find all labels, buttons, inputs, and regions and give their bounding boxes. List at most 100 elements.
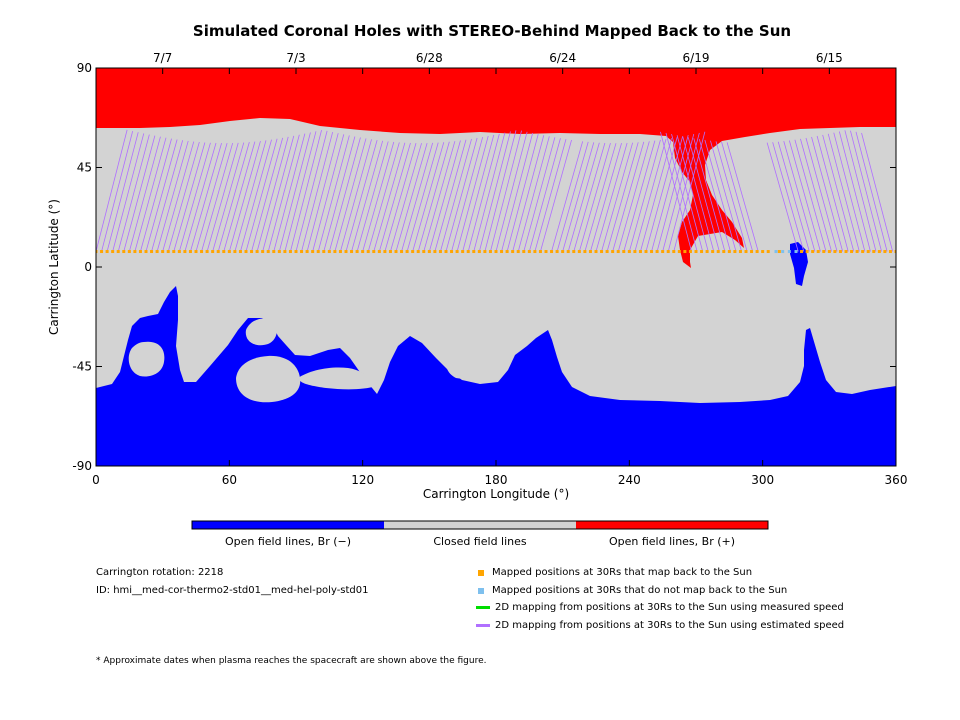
unmapped-point [781, 250, 785, 254]
mapped-point [255, 250, 259, 254]
mapped-point [261, 250, 265, 254]
mapped-point [327, 250, 331, 254]
fieldline [362, 141, 395, 252]
fieldline [134, 137, 167, 252]
fieldline [640, 138, 672, 252]
plot-area [96, 68, 896, 466]
mapped-point [216, 250, 220, 254]
mapped-point [877, 250, 881, 254]
mapped-point [238, 250, 242, 254]
mapped-point [300, 250, 304, 254]
mapped-point [600, 250, 604, 254]
mapped-point [188, 250, 192, 254]
fieldline [540, 139, 572, 252]
fieldline [822, 134, 855, 252]
mapped-point [472, 250, 476, 254]
mapped-point [444, 250, 448, 254]
fieldline [428, 140, 461, 252]
mapped-point [716, 250, 720, 254]
fieldline [184, 142, 217, 252]
fieldline [290, 130, 322, 252]
fieldline [478, 131, 511, 252]
mapped-point [272, 250, 276, 254]
fieldline [584, 143, 617, 252]
mapped-point [661, 250, 665, 254]
fieldline [676, 135, 709, 252]
mapped-point [761, 250, 765, 254]
mapped-point [322, 250, 326, 254]
fieldline [234, 140, 267, 252]
mapped-point [627, 250, 631, 254]
blue-square-icon [478, 587, 484, 594]
mapped-point [116, 250, 120, 254]
fieldline [667, 132, 700, 252]
fieldline [245, 138, 278, 252]
mapped-point [500, 250, 504, 254]
fieldline [628, 139, 661, 252]
mapped-point [450, 250, 454, 254]
colorbar-label-open-negative: Open field lines, Br (−) [224, 535, 352, 548]
mapped-point [811, 250, 815, 254]
fieldline [556, 141, 589, 252]
fieldline [855, 131, 888, 252]
mapped-point [833, 250, 837, 254]
mapped-point [538, 250, 542, 254]
fieldline [567, 142, 600, 252]
fieldline [660, 131, 692, 252]
fieldline [671, 134, 704, 252]
mapped-point [711, 250, 715, 254]
fieldline [490, 130, 522, 252]
fieldline [223, 141, 256, 252]
mapped-point [127, 250, 131, 254]
fieldline [687, 137, 720, 252]
fieldline [328, 137, 361, 252]
fieldline [578, 143, 611, 252]
fieldline [451, 136, 484, 252]
fieldline [140, 138, 172, 252]
fieldline [766, 142, 799, 252]
mapped-point [388, 250, 392, 254]
mapped-point [777, 250, 781, 254]
fieldline [861, 132, 894, 252]
fieldline [573, 142, 606, 252]
fieldline [601, 142, 634, 252]
fieldline [334, 138, 367, 252]
mapped-point [227, 250, 231, 254]
fieldline [662, 133, 695, 252]
fieldline [162, 141, 195, 252]
mapped-point [850, 250, 854, 254]
fieldline [312, 134, 345, 252]
fieldline [351, 140, 384, 252]
fieldline [201, 142, 234, 252]
fieldline [506, 134, 539, 252]
mapped-point [672, 250, 676, 254]
y-tick-label: -45 [72, 360, 92, 374]
fieldline [523, 137, 556, 252]
x-tick-label: 180 [485, 473, 508, 487]
legend-item-measured-speed: 2D mapping from positions at 30Rs to the… [476, 602, 844, 613]
y-tick-label: 0 [84, 260, 92, 274]
fieldline [726, 142, 759, 252]
mapped-point [100, 250, 104, 254]
fieldline [794, 139, 827, 252]
mapped-point [733, 250, 737, 254]
fieldline [682, 136, 715, 252]
top-date-axis: 7/7 7/3 6/28 6/24 6/19 6/15 [153, 51, 843, 74]
mapped-point [422, 250, 426, 254]
closed-island-2 [236, 355, 301, 403]
mapped-point [122, 250, 126, 254]
mapped-point [233, 250, 237, 254]
mapped-point [483, 250, 487, 254]
fieldline [534, 139, 567, 252]
x-tick-label: 60 [222, 473, 237, 487]
mapped-point [700, 250, 704, 254]
fieldline [445, 137, 478, 252]
fieldline [710, 140, 742, 252]
mapped-point [577, 250, 581, 254]
mapped-point [316, 250, 320, 254]
mapped-point [194, 250, 198, 254]
fieldline [590, 143, 622, 252]
fieldline [228, 140, 261, 252]
mapped-point [344, 250, 348, 254]
mapped-point [405, 250, 409, 254]
